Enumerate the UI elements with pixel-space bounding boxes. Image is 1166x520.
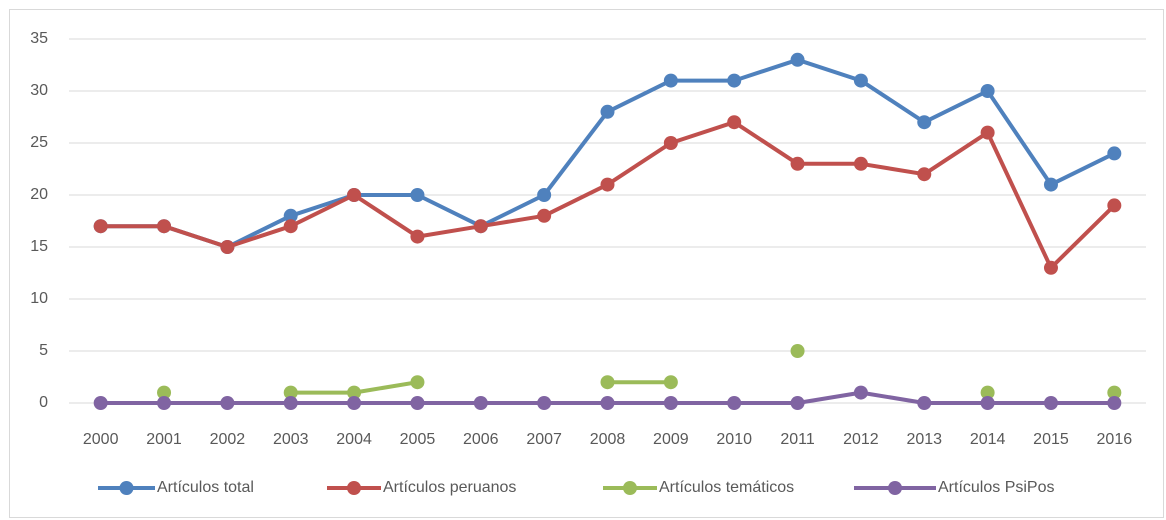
point: [283, 219, 298, 234]
point: [347, 385, 362, 400]
x-tick-label: 2009: [653, 431, 689, 448]
point: [157, 385, 172, 400]
point: [283, 396, 298, 410]
x-tick-label: 2007: [526, 431, 562, 448]
point: [917, 115, 932, 130]
x-tick-label: 2002: [210, 431, 246, 448]
point: [1107, 198, 1122, 213]
legend-marker: [347, 481, 361, 495]
point: [600, 396, 615, 410]
point: [157, 396, 172, 410]
point: [980, 396, 995, 410]
point: [1043, 396, 1058, 410]
x-tick-label: 2013: [906, 431, 942, 448]
point: [473, 219, 488, 234]
x-tick-label: 2003: [273, 431, 309, 448]
point: [663, 375, 678, 390]
x-tick-label: 2001: [146, 431, 182, 448]
point: [727, 115, 742, 130]
point: [600, 104, 615, 119]
y-tick-label: 15: [30, 238, 48, 255]
y-tick-label: 35: [30, 30, 48, 47]
y-tick-label: 30: [30, 82, 48, 99]
point: [853, 73, 868, 88]
point: [537, 208, 552, 223]
point: [93, 219, 108, 234]
x-tick-label: 2014: [970, 431, 1006, 448]
point: [220, 240, 235, 254]
point: [1043, 260, 1058, 275]
point: [980, 385, 995, 400]
point: [600, 375, 615, 390]
y-tick-label: 10: [30, 290, 48, 307]
point: [727, 73, 742, 88]
legend-marker: [119, 481, 134, 495]
chart-border: [9, 9, 1164, 518]
point: [1107, 385, 1122, 400]
legend-marker: [623, 481, 637, 495]
point: [410, 188, 425, 202]
point: [790, 52, 805, 67]
point: [283, 208, 298, 223]
point: [537, 188, 552, 202]
y-tick-label: 0: [39, 394, 48, 411]
point: [663, 396, 678, 410]
point: [790, 344, 805, 358]
x-tick-label: 2004: [336, 431, 372, 448]
legend-label: Artículos total: [157, 479, 254, 496]
x-tick-label: 2012: [843, 431, 879, 448]
x-tick-label: 2008: [590, 431, 626, 448]
point: [157, 219, 172, 234]
x-tick-label: 2006: [463, 431, 499, 448]
point: [980, 84, 995, 98]
x-tick-label: 2005: [400, 431, 436, 448]
point: [1107, 146, 1122, 161]
point: [917, 396, 932, 410]
point: [537, 396, 552, 410]
point: [853, 156, 868, 171]
point: [1043, 177, 1058, 192]
point: [790, 396, 805, 410]
y-tick-label: 20: [30, 186, 48, 203]
point: [790, 156, 805, 171]
point: [980, 125, 995, 140]
x-tick-label: 2016: [1097, 431, 1133, 448]
point: [600, 177, 615, 192]
point: [283, 385, 298, 400]
legend-label: Artículos peruanos: [383, 479, 516, 496]
x-tick-label: 2015: [1033, 431, 1069, 448]
point: [853, 385, 868, 400]
point: [347, 188, 362, 202]
x-tick-label: 2011: [780, 431, 815, 448]
legend-marker: [888, 481, 902, 495]
y-tick-label: 5: [39, 342, 48, 359]
x-tick-label: 2000: [83, 431, 119, 448]
point: [1107, 396, 1122, 410]
point: [347, 396, 362, 410]
x-tick-label: 2010: [716, 431, 752, 448]
point: [410, 229, 425, 244]
point: [917, 167, 932, 182]
point: [93, 396, 108, 410]
point: [220, 396, 235, 410]
y-tick-label: 25: [30, 134, 48, 151]
point: [410, 375, 425, 390]
point: [727, 396, 742, 410]
point: [410, 396, 425, 410]
point: [473, 396, 488, 410]
legend-label: Artículos temáticos: [659, 479, 794, 496]
legend-label: Artículos PsiPos: [938, 479, 1054, 496]
point: [663, 73, 678, 88]
point: [663, 136, 678, 150]
